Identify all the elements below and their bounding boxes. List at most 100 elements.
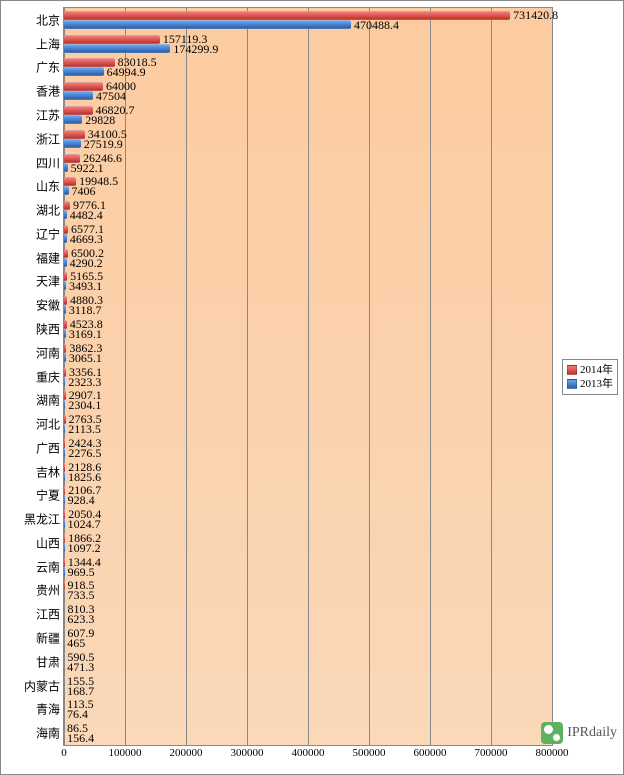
bar-2014 (64, 486, 65, 495)
bar-2014 (64, 534, 65, 543)
value-label-2013: 1097.2 (68, 541, 101, 556)
y-axis-category-label: 湖南 (36, 392, 60, 409)
wechat-icon (541, 722, 563, 744)
gridline (552, 8, 553, 745)
bar-2013 (64, 519, 65, 528)
y-axis-category-label: 江苏 (36, 106, 60, 123)
value-label-2013: 27519.9 (84, 137, 123, 152)
value-label-2013: 4290.2 (70, 256, 103, 271)
gridline (491, 8, 492, 745)
value-label-2013: 3118.7 (69, 303, 102, 318)
y-axis-category-label: 浙江 (36, 130, 60, 147)
value-label-2013: 156.4 (67, 731, 94, 746)
bar-2013 (64, 495, 65, 504)
y-axis-category-label: 广西 (36, 439, 60, 456)
value-label-2013: 5922.1 (71, 161, 104, 176)
value-label-2013: 1024.7 (68, 517, 101, 532)
value-label-2013: 623.3 (67, 612, 94, 627)
bar-2014 (64, 249, 68, 258)
value-label-2014: 731420.8 (513, 8, 558, 23)
bar-2013 (64, 210, 67, 219)
bar-2013 (64, 305, 66, 314)
legend-label: 2014年 (580, 363, 613, 377)
x-axis-tick-label: 500000 (353, 747, 386, 759)
value-label-2013: 465 (67, 636, 85, 651)
bar-2014 (64, 581, 65, 590)
x-axis-tick-label: 700000 (475, 747, 508, 759)
gridline (186, 8, 187, 745)
bar-2014 (64, 11, 510, 20)
bar-2014 (64, 272, 67, 281)
value-label-2013: 470488.4 (354, 18, 399, 33)
bar-2013 (64, 186, 69, 195)
y-axis-category-label: 福建 (36, 249, 60, 266)
bar-2014 (64, 391, 66, 400)
legend-item: 2014年 (567, 363, 613, 377)
x-axis-tick-label: 600000 (414, 747, 447, 759)
bar-2013 (64, 448, 65, 457)
y-axis-category-label: 湖北 (36, 202, 60, 219)
bar-2014 (64, 510, 65, 519)
y-axis-category-label: 宁夏 (36, 487, 60, 504)
value-label-2013: 1825.6 (68, 470, 101, 485)
y-axis-category-label: 河南 (36, 344, 60, 361)
bar-2013 (64, 163, 68, 172)
y-axis-category-label: 甘肃 (36, 653, 60, 670)
gridline (430, 8, 431, 745)
x-axis-tick-label: 0 (61, 747, 67, 759)
gridline (125, 8, 126, 745)
y-axis-category-label: 天津 (36, 273, 60, 290)
value-label-2013: 4669.3 (70, 232, 103, 247)
y-axis-category-label: 江西 (36, 606, 60, 623)
bar-2014 (64, 320, 67, 329)
legend: 2014年2013年 (562, 359, 618, 395)
y-axis-category-label: 青海 (36, 701, 60, 718)
y-axis-category-label: 北京 (36, 11, 60, 28)
value-label-2013: 928.4 (68, 493, 95, 508)
legend-swatch (567, 379, 577, 389)
bar-2013 (64, 472, 65, 481)
bar-2014 (64, 558, 65, 567)
bar-2013 (64, 234, 67, 243)
value-label-2013: 3169.1 (69, 327, 102, 342)
y-axis-category-label: 吉林 (36, 463, 60, 480)
watermark: IPRdaily (541, 722, 617, 744)
bar-2014 (64, 225, 68, 234)
bar-2013 (64, 329, 66, 338)
bar-2014 (64, 415, 66, 424)
bar-2013 (64, 567, 65, 576)
value-label-2013: 969.5 (68, 565, 95, 580)
value-label-2013: 64994.9 (107, 65, 146, 80)
y-axis-category-label: 河北 (36, 416, 60, 433)
bar-2013 (64, 377, 65, 386)
y-axis-category-label: 上海 (36, 35, 60, 52)
y-axis-category-label: 山东 (36, 178, 60, 195)
x-axis-tick-label: 200000 (170, 747, 203, 759)
bar-2013 (64, 67, 104, 76)
y-axis-category-label: 辽宁 (36, 225, 60, 242)
bar-2013 (64, 400, 65, 409)
y-axis-category-label: 安徽 (36, 297, 60, 314)
bar-2013 (64, 91, 93, 100)
gridline (247, 8, 248, 745)
bar-2014 (64, 296, 67, 305)
chart-container: 0100000200000300000400000500000600000700… (0, 0, 624, 775)
bar-2013 (64, 353, 66, 362)
value-label-2013: 2323.3 (68, 375, 101, 390)
value-label-2013: 2276.5 (68, 446, 101, 461)
bar-2013 (64, 44, 170, 53)
gridline (369, 8, 370, 745)
y-axis-category-label: 内蒙古 (24, 677, 60, 694)
legend-item: 2013年 (567, 377, 613, 391)
legend-swatch (567, 365, 577, 375)
y-axis-category-label: 新疆 (36, 630, 60, 647)
value-label-2013: 733.5 (67, 588, 94, 603)
value-label-2013: 76.4 (67, 707, 88, 722)
y-axis-category-label: 重庆 (36, 368, 60, 385)
bar-2013 (64, 258, 67, 267)
x-axis-tick-label: 400000 (292, 747, 325, 759)
x-axis-tick-label: 300000 (231, 747, 264, 759)
value-label-2013: 3065.1 (69, 351, 102, 366)
bar-2013 (64, 115, 82, 124)
y-axis-category-label: 香港 (36, 83, 60, 100)
